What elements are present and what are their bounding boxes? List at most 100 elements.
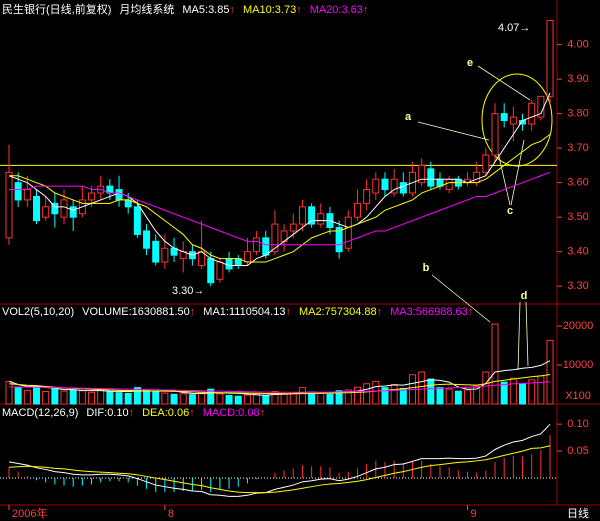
volume-bar <box>124 392 132 405</box>
candle-body <box>225 258 233 270</box>
candle-body <box>298 206 306 225</box>
volume-bar <box>106 391 114 405</box>
x-tick-label: 8 <box>168 508 174 520</box>
annotation: e <box>467 57 473 69</box>
header-arrow: ↑ <box>190 306 196 318</box>
header-arrow: ↑ <box>363 4 369 16</box>
volume-bar <box>133 387 141 405</box>
candle-body <box>23 189 31 201</box>
leader <box>517 301 529 371</box>
macd-line <box>8 445 551 494</box>
candle-body <box>482 154 490 173</box>
volume-bar <box>528 379 536 405</box>
volume-bar <box>509 377 517 405</box>
volume-bar <box>372 380 380 405</box>
volume-bar <box>216 393 224 405</box>
candle-body <box>271 223 279 253</box>
y-tick-label: 3.30 <box>567 280 588 292</box>
candle-body <box>528 102 536 125</box>
annotation: a <box>405 111 412 123</box>
header-label: MA5:3.85 <box>182 4 229 16</box>
volume-bar <box>308 393 316 405</box>
header-arrow: ↑ <box>468 306 474 318</box>
volume-bar <box>464 389 471 405</box>
volume-bar <box>280 393 288 405</box>
volume-ma-line <box>9 381 551 393</box>
volume-bar <box>326 393 334 405</box>
leader <box>496 139 525 206</box>
annotation: d <box>521 290 528 302</box>
volume-bar <box>188 394 196 405</box>
volume-bar <box>454 390 462 405</box>
volume-bar <box>317 392 325 405</box>
annotation: b <box>423 262 430 274</box>
header-label: MA20:3.63 <box>310 4 363 16</box>
candle-body <box>473 171 481 184</box>
annotation: 3.30→ <box>172 285 204 297</box>
header-arrow: ↑ <box>285 306 291 318</box>
ma-line <box>9 133 551 263</box>
header-label: MA10:3.73 <box>243 4 296 16</box>
volume-bar <box>344 389 352 405</box>
volume-bar <box>427 378 435 405</box>
header-label: VOLUME:1630881.50 <box>82 306 190 318</box>
volume-bar <box>23 389 31 405</box>
volume-bar <box>436 387 444 405</box>
volume-bar <box>5 380 13 405</box>
candle-body <box>353 202 361 218</box>
volume-bar <box>418 371 426 405</box>
volume-bar <box>363 383 371 405</box>
header-label: MACD(12,26,9) <box>2 407 78 419</box>
header-label: DIF:0.10 <box>86 407 128 419</box>
y-tick-label: 3.60 <box>567 177 588 189</box>
volume-bar <box>271 391 279 405</box>
volume-bar <box>42 391 50 405</box>
header-label: MA1:1110504.13 <box>203 306 285 318</box>
header-arrow: ↑ <box>260 407 266 419</box>
volume-bar <box>234 395 242 405</box>
volume-bar <box>33 385 41 405</box>
candle-body <box>161 247 169 263</box>
header-label: DEA:0.06 <box>142 407 189 419</box>
candle-body <box>399 182 407 194</box>
candle-body <box>133 206 141 235</box>
candle-body <box>5 171 13 239</box>
candle-body <box>344 216 352 249</box>
y-tick-label: 20000 <box>563 320 594 332</box>
annotation-leaders <box>417 65 531 371</box>
unit-label: X100 <box>565 390 591 402</box>
volume-ma-line <box>8 373 551 395</box>
period-label: 日线 <box>567 506 589 520</box>
candle-body <box>51 202 59 215</box>
candle-body <box>152 240 160 263</box>
candle-body <box>289 223 297 232</box>
candle-body <box>509 116 517 125</box>
annotation: c <box>507 205 513 217</box>
header-label: 月均线系统 <box>119 2 174 16</box>
volume-bar <box>473 385 481 405</box>
candle-body <box>317 213 325 225</box>
leader <box>477 65 531 101</box>
volume-bar <box>537 375 545 405</box>
y-tick-label: 4.00 <box>567 39 588 51</box>
volume-bar <box>170 393 178 405</box>
candle-body <box>60 199 68 218</box>
volume-bar <box>500 381 508 405</box>
header-label: MA3:566988.63 <box>390 306 468 318</box>
candle-body <box>445 178 453 191</box>
ma-line <box>9 171 551 246</box>
y-tick-label: 3.70 <box>567 142 588 154</box>
candle-body <box>390 178 398 194</box>
volume-bar <box>353 386 361 405</box>
highlight-ellipse <box>481 73 553 167</box>
volume-bar <box>14 387 22 405</box>
volume-bar <box>399 387 407 405</box>
candle-body <box>88 192 96 201</box>
candle-body <box>363 189 371 204</box>
volume-bar <box>491 323 499 405</box>
candle-body <box>335 227 343 253</box>
y-tick-label: 3.90 <box>567 73 588 85</box>
candle-body <box>216 261 224 280</box>
x-tick-label: 9 <box>471 508 477 520</box>
